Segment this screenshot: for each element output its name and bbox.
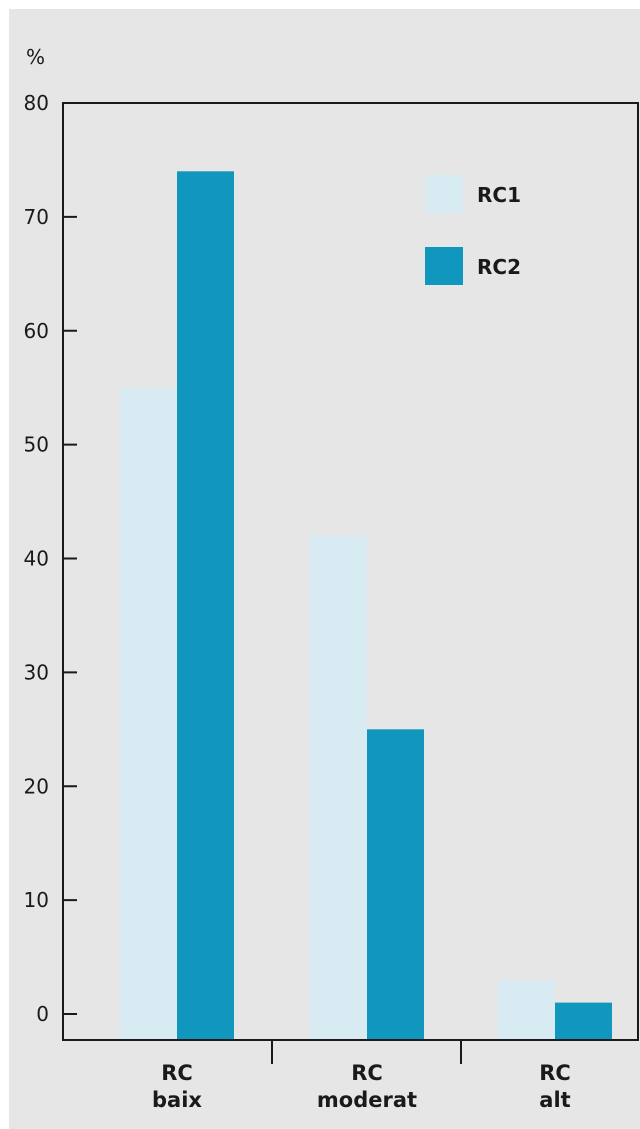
x-category-label-moderat-line1: RC bbox=[351, 1061, 383, 1085]
x-axis-categories: RC baix RC moderat RC alt bbox=[152, 1040, 571, 1112]
bar-rc2-alt bbox=[555, 1002, 612, 1040]
legend-swatch-rc1 bbox=[425, 175, 463, 213]
y-tick-label: 20 bbox=[24, 774, 49, 798]
bar-rc1-moderat bbox=[310, 535, 367, 1040]
bar-rc1-baix bbox=[120, 387, 177, 1040]
y-axis-unit-label: % bbox=[26, 45, 45, 69]
bar-rc1-alt bbox=[498, 979, 555, 1040]
legend-label-rc2: RC2 bbox=[477, 255, 521, 279]
x-category-label-alt-line1: RC bbox=[539, 1061, 571, 1085]
y-tick-label: 30 bbox=[24, 660, 49, 684]
y-tick-label: 60 bbox=[24, 319, 49, 343]
y-tick-label: 80 bbox=[24, 91, 49, 115]
y-axis-ticks: 0 10 20 30 40 50 60 70 80 bbox=[24, 91, 77, 1026]
bar-rc2-moderat bbox=[367, 729, 424, 1040]
x-category-label-alt-line2: alt bbox=[539, 1088, 570, 1112]
y-tick-label: 40 bbox=[24, 547, 49, 571]
x-category-label-baix-line2: baix bbox=[152, 1088, 202, 1112]
plot-frame bbox=[62, 102, 639, 1041]
x-category-label-baix-line1: RC bbox=[161, 1061, 193, 1085]
legend-swatch-rc2 bbox=[425, 247, 463, 285]
legend-label-rc1: RC1 bbox=[477, 183, 521, 207]
x-category-label-moderat-line2: moderat bbox=[317, 1088, 417, 1112]
y-tick-label: 70 bbox=[24, 205, 49, 229]
legend: RC1 RC2 bbox=[425, 175, 521, 285]
bar-rc2-baix bbox=[177, 171, 234, 1040]
y-tick-label: 0 bbox=[36, 1002, 49, 1026]
y-tick-label: 10 bbox=[24, 888, 49, 912]
y-tick-label: 50 bbox=[24, 433, 49, 457]
bars-group bbox=[120, 171, 612, 1040]
